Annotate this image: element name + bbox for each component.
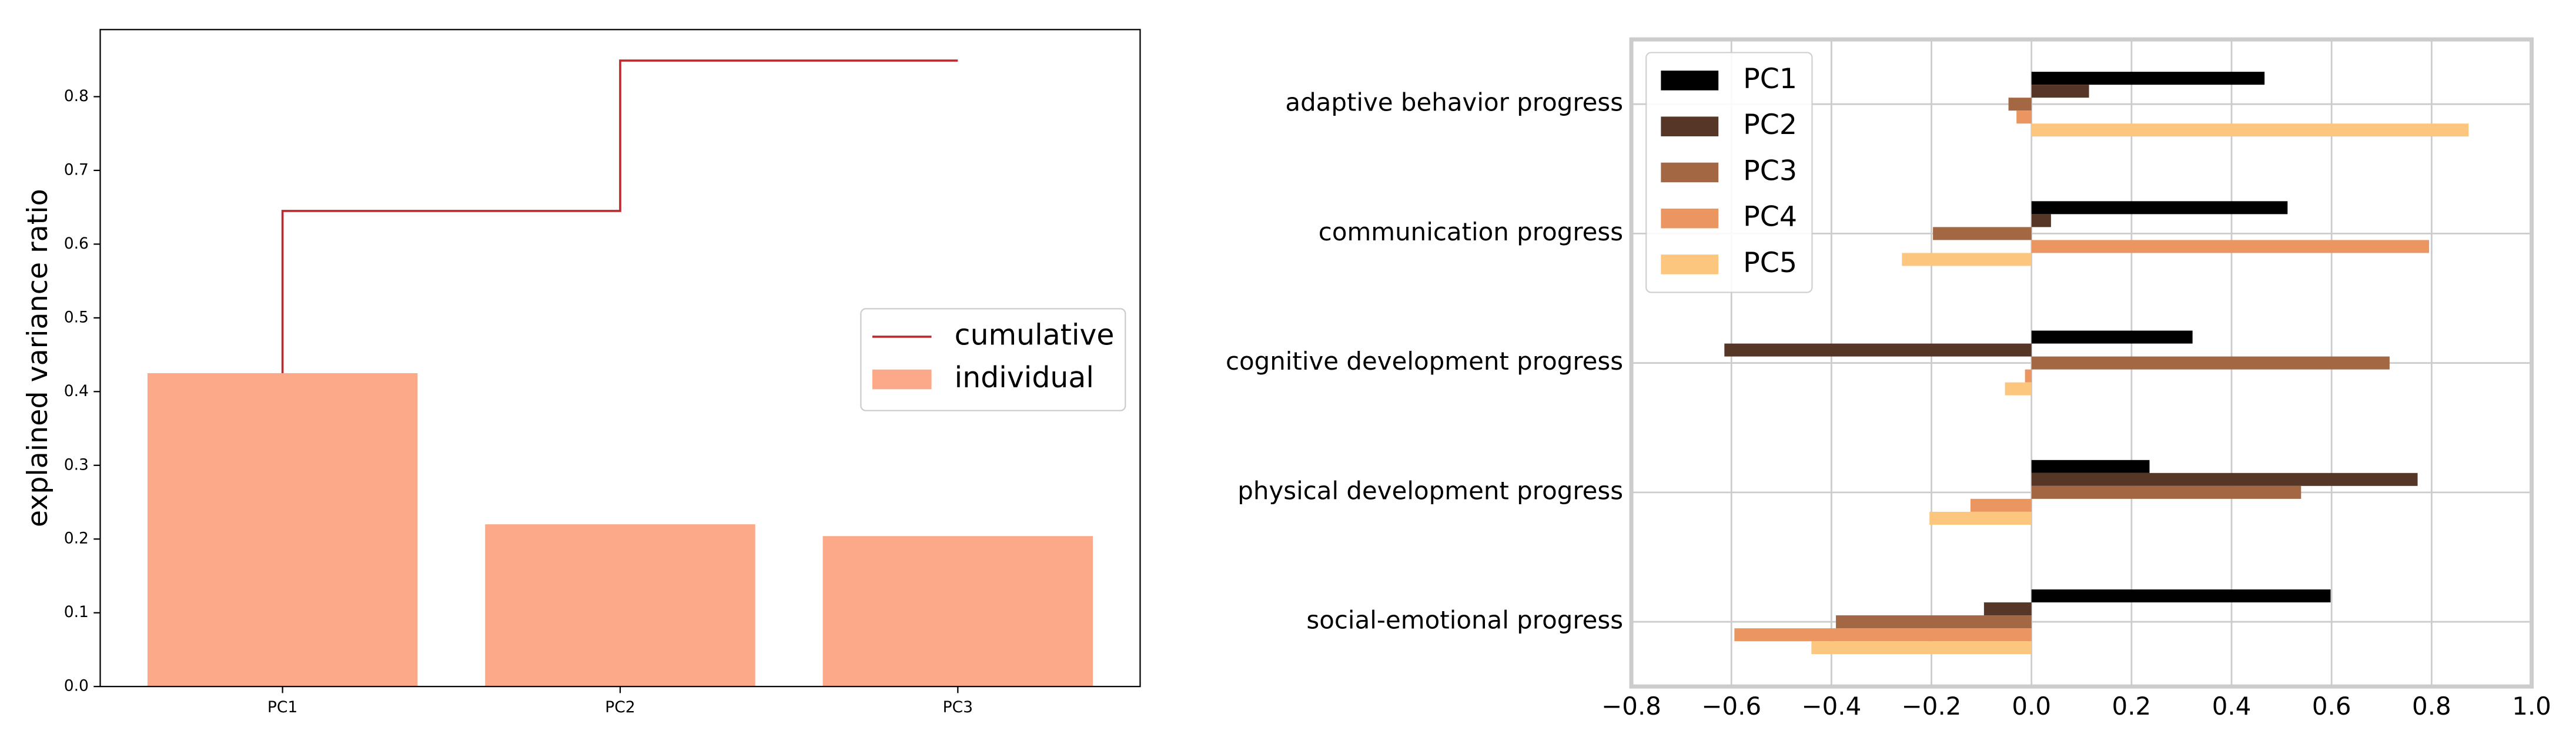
y-tick-label: physical development progress	[1237, 476, 1623, 505]
x-tick-label: 1.0	[2512, 692, 2551, 720]
bar	[2031, 72, 2265, 85]
bar	[2005, 382, 2032, 396]
legend-patch	[1661, 162, 1719, 183]
bar	[1929, 511, 2032, 525]
y-tick-label: 0.6	[64, 234, 89, 253]
bar	[1724, 343, 2032, 357]
y-tick-label: 0.0	[64, 677, 89, 695]
bar	[2031, 330, 2193, 344]
y-tick-label: cognitive development progress	[1226, 347, 1623, 376]
legend-label: individual	[955, 361, 1094, 394]
bar	[1734, 628, 2032, 642]
legend-patch	[1661, 208, 1719, 229]
y-axis-label: explained variance ratio	[22, 189, 54, 527]
x-tick-label: 0.4	[2212, 692, 2252, 720]
x-tick-label: 0.2	[2112, 692, 2152, 720]
bar	[1970, 498, 2032, 512]
bar	[2031, 240, 2430, 253]
bar	[1933, 227, 2032, 240]
bar	[2031, 472, 2418, 486]
legend-patch	[1661, 254, 1719, 274]
y-tick-label: communication progress	[1319, 217, 1623, 246]
legend-label: PC3	[1743, 155, 1797, 187]
x-tick-label: −0.4	[1802, 692, 1862, 720]
x-tick-label: PC2	[605, 698, 635, 716]
x-tick-label: −0.2	[1902, 692, 1962, 720]
legend-label: PC1	[1743, 63, 1797, 95]
bar	[147, 373, 418, 687]
bar	[1983, 602, 2032, 616]
x-tick-label: PC3	[943, 698, 973, 716]
x-tick-label: 0.0	[2012, 692, 2051, 720]
y-tick-label: social-emotional progress	[1306, 606, 1623, 635]
y-tick-label: 0.1	[64, 603, 89, 621]
bar	[485, 524, 755, 687]
legend-patch	[872, 369, 932, 390]
legend-label: PC4	[1743, 201, 1797, 233]
legend-label: PC2	[1743, 109, 1797, 141]
legend-label: PC5	[1743, 247, 1797, 279]
y-tick-label: 0.2	[64, 529, 89, 548]
plot-frame	[1629, 37, 2534, 689]
bar	[2031, 356, 2390, 370]
cumulative-line	[281, 59, 958, 373]
bar	[1902, 253, 2032, 266]
x-tick-label: PC1	[267, 698, 297, 716]
y-tick-label: 0.4	[64, 382, 89, 400]
plot-frame	[99, 29, 1141, 688]
bar	[2031, 123, 2469, 137]
legend-label: cumulative	[955, 318, 1115, 351]
bar	[2031, 201, 2288, 215]
bar	[2031, 485, 2301, 499]
bar	[2016, 110, 2032, 124]
bar	[2031, 589, 2331, 603]
x-tick-label: −0.8	[1601, 692, 1661, 720]
bar	[1836, 615, 2032, 629]
x-tick-label: −0.6	[1701, 692, 1761, 720]
y-tick-label: 0.5	[64, 308, 89, 326]
y-tick-label: 0.3	[64, 455, 89, 474]
x-tick-label: 0.6	[2312, 692, 2351, 720]
legend-patch	[1661, 71, 1719, 91]
y-tick-label: adaptive behavior progress	[1285, 88, 1623, 117]
legend-patch	[1661, 116, 1719, 136]
bar	[2031, 85, 2089, 98]
x-tick-label: 0.8	[2412, 692, 2451, 720]
bar	[1811, 641, 2032, 655]
bar	[2025, 369, 2032, 383]
y-tick-label: 0.7	[64, 160, 89, 179]
y-tick-label: 0.8	[64, 87, 89, 105]
bar	[2008, 98, 2032, 111]
bar	[2031, 460, 2150, 473]
legend-box	[1645, 52, 1813, 293]
bar	[2031, 214, 2051, 227]
bar	[822, 536, 1093, 687]
